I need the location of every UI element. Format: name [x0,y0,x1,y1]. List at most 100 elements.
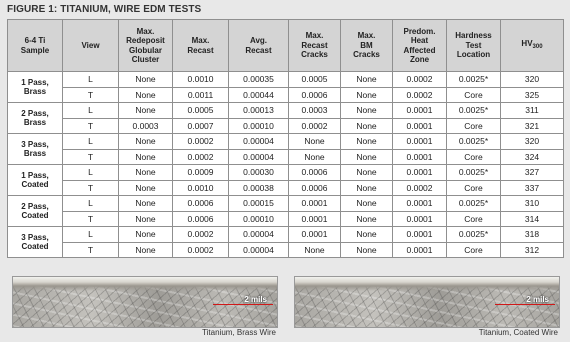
header-line: Avg. [249,36,268,45]
sample-line: 3 Pass, [21,232,49,242]
table-cell: L [62,133,119,150]
sample-line: Coated [21,211,49,220]
table-cell: None [118,148,173,165]
table-cell: 0.0006 [288,164,341,181]
table-cell: 321 [500,117,564,134]
table-cell: 0.0006 [172,195,229,212]
table-cell: 0.0006 [172,210,229,227]
table-cell: 0.0002 [172,133,229,150]
header-line: Max. [191,36,210,45]
table-cell: 0.0001 [392,148,447,165]
table-cell: None [118,133,173,150]
header-line: Sample [20,45,50,55]
header-line: Recast [187,45,214,55]
table-row: 3 Pass, Coated L None 0.0002 0.00004 0.0001 Non… [7,226,564,258]
table-cell: 0.0003 [118,117,173,134]
sample-cell: 2 Pass, Brass [7,102,63,134]
table-cell: 0.00004 [228,226,289,243]
table-cell: 0.00013 [228,102,289,119]
table-cell: None [118,71,173,88]
table-cell: 0.00004 [228,133,289,150]
table-cell: None [118,226,173,243]
header-line: Max. [136,26,155,36]
table-cell: None [340,86,393,103]
table-cell: 0.0001 [392,164,447,181]
table-cell: None [340,148,393,165]
table-row: T None 0.0002 0.00004 None None 0.0001 Core 312 [8,241,564,258]
header-cell: Max. Recast [172,19,229,72]
table-cell: Core [446,210,501,227]
table-cell: 0.0025* [446,133,501,150]
table-cell: T [62,241,119,258]
table-cell: T [62,86,119,103]
table-row: T None 0.0006 0.00010 0.0001 None 0.0001 Core 31… [8,210,564,227]
header-line: Affected [403,45,436,55]
table-cell: None [118,86,173,103]
sample-cell: 3 Pass, Brass [7,133,63,165]
table-cell: T [62,117,119,134]
table-cell: 0.0002 [392,71,447,88]
table-cell: None [118,195,173,212]
table-row: T None 0.0011 0.00044 0.0006 None 0.0002 Core 32… [8,86,564,103]
header-line: Zone [409,55,430,64]
header-cell: 6-4 Ti Sample [7,19,63,72]
micrograph: 2 mils [12,276,278,328]
header-line: Globular [129,45,162,55]
table-cell: None [340,102,393,119]
header-line: Recast [301,40,328,50]
header-cell: Max. Redeposit Globular Cluster [118,19,173,72]
table-cell: 0.0006 [288,86,341,103]
table-row: 2 Pass, Brass L None 0.0005 0.00013 0.0003 None… [7,102,564,134]
table-row: T 0.0003 0.0007 0.00010 0.0002 None 0.0001 Core… [8,117,564,134]
table-cell: 0.0001 [392,241,447,258]
table-cell: 0.0025* [446,102,501,119]
table-cell: L [62,102,119,119]
table-cell: 327 [500,164,564,181]
table-cell: 0.0001 [392,226,447,243]
table-cell: 0.0005 [172,102,229,119]
table-cell: 0.0010 [172,71,229,88]
table-cell: None [118,102,173,119]
scale-bar [213,304,273,305]
table-cell: 0.00035 [228,71,289,88]
table-cell: 0.0001 [392,102,447,119]
table-cell: 0.00004 [228,241,289,258]
table-cell: L [62,71,119,88]
header-cell: Avg. Recast [228,19,289,72]
table-cell: Core [446,117,501,134]
header-line: View [81,40,100,50]
table-row: 2 Pass, Coated L None 0.0006 0.00015 0.0001 Non… [7,195,564,227]
table-cell: None [340,133,393,150]
header-line: Cracks [353,50,380,60]
table-cell: None [340,117,393,134]
header-cell: HV300 [500,19,564,72]
sample-line: 2 Pass, [21,201,49,211]
header-cell: Max. BM Cracks [340,19,393,72]
sample-line: Brass [23,118,47,127]
table-cell: 0.0025* [446,226,501,243]
table-cell: 312 [500,241,564,258]
table-cell: 0.00015 [228,195,289,212]
table-cell: 0.0007 [172,117,229,134]
table-cell: 310 [500,195,564,212]
table-cell: 0.00010 [228,210,289,227]
table-cell: None [340,71,393,88]
sample-cell: 2 Pass, Coated [7,195,63,227]
table-row: T None 0.0010 0.00038 0.0006 None 0.0002 Core 33… [8,179,564,196]
table-cell: Core [446,179,501,196]
table-cell: 0.0002 [288,117,341,134]
table-cell: L [62,226,119,243]
sample-line: 1 Pass, [21,77,49,87]
header-cell: Predom. Heat Affected Zone [392,19,447,72]
sample-line: 2 Pass, [21,108,49,118]
table-cell: 0.0001 [392,195,447,212]
table-cell: 0.0001 [288,195,341,212]
header-line: Max. [357,31,376,41]
scale-label: 2 mils [526,295,549,304]
header-line: HV [521,38,533,48]
table-cell: 0.0025* [446,164,501,181]
table-cell: T [62,148,119,165]
table-cell: 0.0005 [288,71,341,88]
micrograph: 2 mils [294,276,560,328]
